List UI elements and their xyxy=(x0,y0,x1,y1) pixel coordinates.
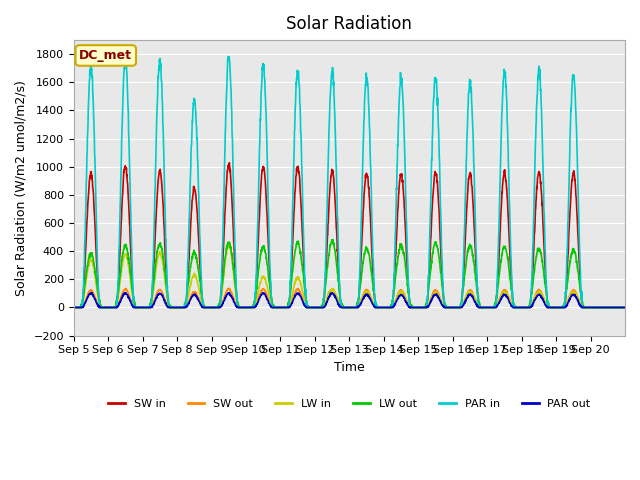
PAR in xyxy=(125,144,133,149)
Text: DC_met: DC_met xyxy=(79,49,132,62)
SW in xyxy=(516,305,524,311)
LW in xyxy=(516,305,524,311)
LW in xyxy=(244,305,252,311)
SW out xyxy=(383,305,390,311)
X-axis label: Time: Time xyxy=(334,361,365,374)
SW out xyxy=(244,305,252,311)
LW out xyxy=(383,305,390,311)
PAR out xyxy=(87,289,95,295)
LW in xyxy=(383,305,390,311)
PAR out xyxy=(383,305,390,311)
SW out xyxy=(516,305,524,311)
Y-axis label: Solar Radiation (W/m2 umol/m2/s): Solar Radiation (W/m2 umol/m2/s) xyxy=(15,80,28,296)
SW in xyxy=(547,305,554,311)
Line: PAR out: PAR out xyxy=(74,292,625,308)
LW in xyxy=(70,305,77,311)
PAR in xyxy=(121,52,129,58)
PAR out xyxy=(516,305,524,311)
LW out xyxy=(328,237,336,242)
SW in xyxy=(621,305,629,311)
Line: SW in: SW in xyxy=(74,163,625,308)
Line: LW in: LW in xyxy=(74,245,625,308)
PAR in xyxy=(516,305,524,311)
Line: LW out: LW out xyxy=(74,240,625,308)
LW in xyxy=(614,305,621,311)
PAR in xyxy=(244,305,252,311)
LW in xyxy=(547,305,554,311)
LW in xyxy=(125,264,132,270)
LW out xyxy=(244,305,252,311)
SW in xyxy=(225,160,233,166)
LW out xyxy=(547,305,554,311)
SW in xyxy=(383,305,390,311)
PAR in xyxy=(614,305,621,311)
PAR out xyxy=(621,305,629,311)
Title: Solar Radiation: Solar Radiation xyxy=(287,15,412,33)
SW in xyxy=(614,305,621,311)
SW in xyxy=(70,305,77,311)
SW in xyxy=(244,305,252,311)
LW out xyxy=(614,305,621,311)
LW out xyxy=(70,305,77,311)
LW in xyxy=(226,242,234,248)
LW out xyxy=(516,305,524,311)
PAR in xyxy=(547,305,554,311)
Line: PAR in: PAR in xyxy=(74,55,625,308)
PAR in xyxy=(70,305,77,311)
Line: SW out: SW out xyxy=(74,288,625,308)
PAR out xyxy=(614,305,621,311)
SW out xyxy=(125,292,133,298)
PAR in xyxy=(383,305,390,311)
SW out xyxy=(122,286,129,291)
SW out xyxy=(621,305,629,311)
PAR out xyxy=(70,305,77,311)
SW out xyxy=(547,305,554,311)
LW out xyxy=(621,305,629,311)
PAR out xyxy=(125,295,133,300)
PAR in xyxy=(621,305,629,311)
PAR out xyxy=(244,305,252,311)
SW in xyxy=(125,206,132,212)
LW out xyxy=(125,257,132,263)
LW in xyxy=(621,305,629,311)
Legend: SW in, SW out, LW in, LW out, PAR in, PAR out: SW in, SW out, LW in, LW out, PAR in, PA… xyxy=(104,395,595,413)
SW out xyxy=(70,305,77,311)
SW out xyxy=(614,305,621,311)
PAR out xyxy=(547,305,554,311)
